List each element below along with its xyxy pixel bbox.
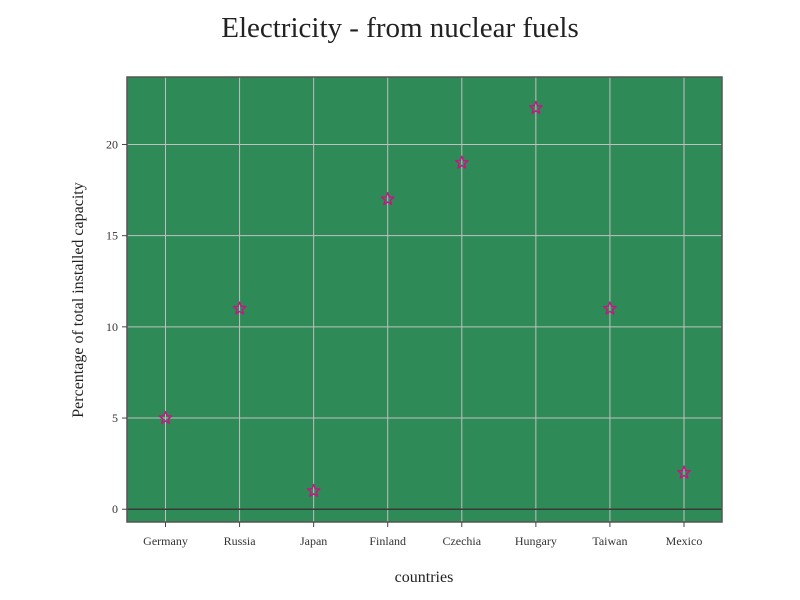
x-tick-label: Taiwan (592, 534, 627, 548)
x-tick-label: Hungary (515, 534, 557, 548)
y-tick-label: 5 (112, 411, 118, 425)
data-point (454, 155, 469, 169)
y-tick-label: 15 (106, 229, 118, 243)
data-point (603, 301, 617, 315)
plot-background (127, 77, 722, 522)
x-tick-label: Germany (143, 534, 188, 548)
x-axis-label: countries (394, 569, 454, 586)
data-point (380, 191, 395, 206)
y-tick-label: 0 (112, 502, 118, 516)
y-tick-label: 10 (106, 320, 118, 334)
data-point (306, 483, 321, 497)
plot-frame (126, 76, 723, 523)
x-tick-label: Finland (369, 534, 406, 548)
y-tick-label: 20 (106, 137, 118, 151)
y-axis-label: Percentage of total installed capacity (70, 182, 87, 418)
chart-title: Electricity - from nuclear fuels (221, 12, 579, 44)
x-tick-label: Czechia (442, 534, 481, 548)
data-point (528, 100, 543, 114)
data-point (158, 410, 173, 424)
x-tick-label: Japan (300, 534, 327, 548)
data-point (232, 301, 247, 315)
x-tick-label: Russia (224, 534, 257, 548)
data-point (677, 465, 691, 479)
x-tick-label: Mexico (666, 534, 703, 548)
